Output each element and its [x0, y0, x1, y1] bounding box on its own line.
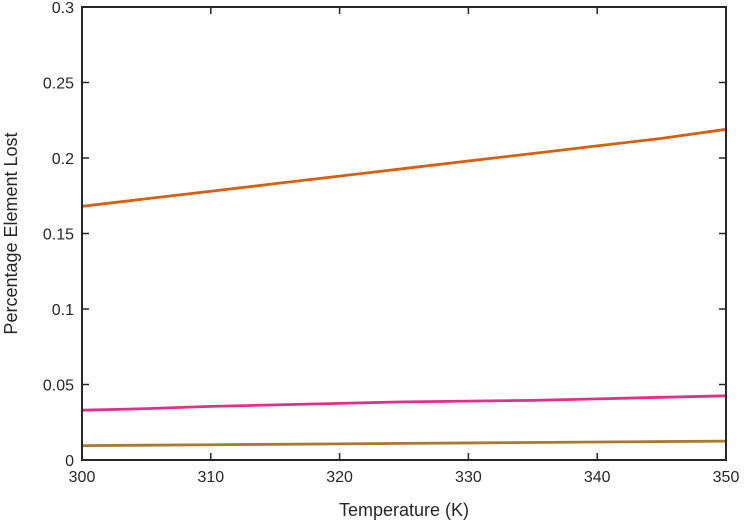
y-axis-label: Percentage Element Lost — [1, 132, 21, 334]
y-tick-label: 0.25 — [43, 76, 74, 93]
x-tick-label: 300 — [69, 469, 96, 486]
ticks-layer: 300 310 320 330 340 350 0 0.05 0.1 0.15 0.2 0.25 0.3 — [43, 0, 740, 486]
series-line-2 — [81, 394, 727, 412]
series-line-1 — [81, 127, 727, 208]
y-tick-label: 0.3 — [52, 0, 74, 17]
y-tick-label: 0.05 — [43, 378, 74, 395]
x-tick-label: 350 — [713, 469, 740, 486]
series-line-3 — [81, 439, 727, 448]
y-tick-label: 0.2 — [52, 151, 74, 168]
y-tick-label: 0 — [65, 453, 74, 470]
x-tick-label: 330 — [455, 469, 482, 486]
y-tick-label: 0.1 — [52, 302, 74, 319]
x-tick-label: 340 — [584, 469, 611, 486]
x-axis-label: Temperature (K) — [339, 500, 469, 520]
y-tick-label: 0.15 — [43, 227, 74, 244]
series-layer — [81, 127, 727, 448]
x-tick-label: 310 — [197, 469, 224, 486]
axes-box — [81, 6, 727, 461]
x-tick-label: 320 — [326, 469, 353, 486]
